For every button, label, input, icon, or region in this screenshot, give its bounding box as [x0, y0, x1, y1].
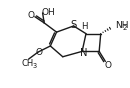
Text: O: O	[105, 61, 112, 70]
Text: O: O	[36, 48, 43, 57]
Text: OH: OH	[41, 8, 55, 17]
Text: CH: CH	[22, 59, 34, 68]
Text: O: O	[27, 11, 34, 20]
Text: H: H	[81, 22, 88, 31]
Text: N: N	[80, 48, 88, 58]
Text: NH: NH	[115, 21, 128, 30]
Text: S: S	[71, 20, 77, 30]
Text: 2: 2	[122, 25, 127, 31]
Text: 3: 3	[33, 63, 37, 69]
